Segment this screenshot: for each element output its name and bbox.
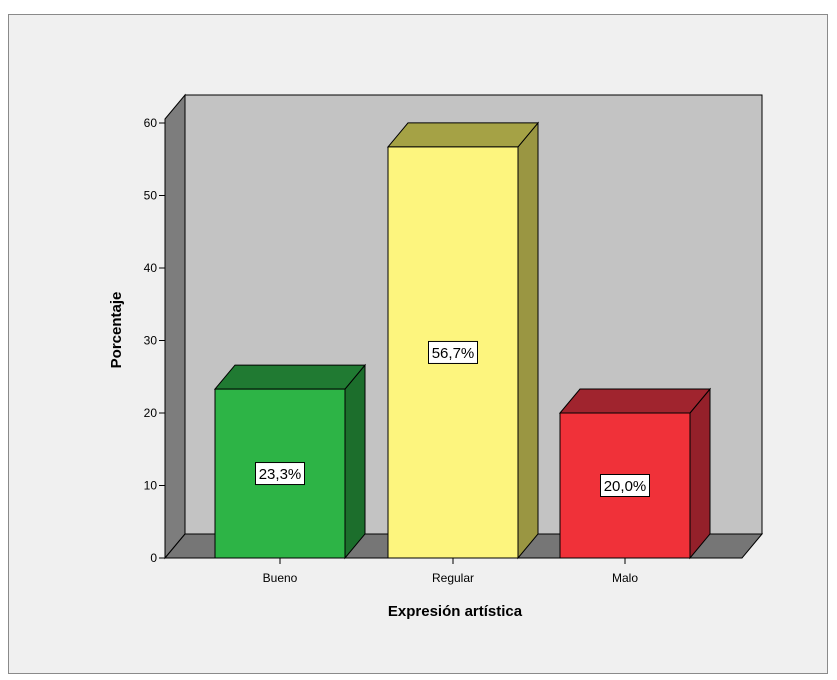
bar-top [558, 388, 712, 414]
y-tick-label: 0 [150, 551, 157, 565]
bars: 23,3% 56,7% 20,0% [213, 121, 712, 560]
x-tick-label: Malo [612, 571, 638, 585]
side-wall [164, 93, 186, 560]
x-axis: Bueno Regular Malo [165, 557, 742, 585]
y-axis: 0 10 20 30 40 50 60 [144, 116, 166, 565]
y-tick-label: 60 [144, 116, 158, 130]
bar-side [517, 121, 539, 560]
data-label: 56,7% [432, 345, 475, 362]
x-tick-label: Regular [432, 571, 474, 585]
x-tick-label: Bueno [263, 571, 298, 585]
bar-bueno: 23,3% [213, 363, 367, 560]
data-label-box [428, 340, 478, 364]
y-tick-label: 10 [144, 479, 158, 493]
bar-side [344, 363, 366, 560]
y-tick-label: 20 [144, 406, 158, 420]
bar-regular: 56,7% [386, 121, 540, 560]
data-label-box [255, 462, 305, 486]
data-label-box [600, 474, 650, 497]
bar-top [213, 364, 367, 390]
data-label: 20,0% [604, 478, 647, 495]
x-axis-title: Expresión artística [388, 603, 523, 620]
y-tick-label: 50 [144, 189, 158, 203]
y-tick-label: 40 [144, 261, 158, 275]
y-tick-label: 30 [144, 334, 158, 348]
bar-malo: 20,0% [558, 387, 712, 560]
data-label: 23,3% [259, 466, 302, 483]
y-axis-title: Porcentaje [108, 292, 125, 369]
bar-top [386, 122, 540, 148]
bar-side [689, 387, 711, 560]
